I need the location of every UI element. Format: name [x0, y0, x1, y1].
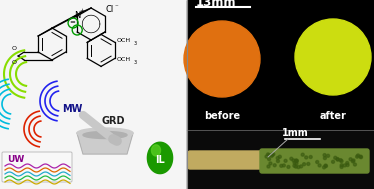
Circle shape [184, 21, 260, 97]
Circle shape [353, 163, 356, 166]
Circle shape [267, 153, 270, 156]
Circle shape [340, 165, 343, 168]
Circle shape [295, 162, 298, 165]
Circle shape [295, 19, 371, 95]
Circle shape [336, 158, 339, 161]
Circle shape [280, 164, 283, 167]
Bar [187, 130, 374, 189]
Circle shape [272, 153, 275, 156]
Circle shape [340, 160, 343, 163]
Circle shape [324, 157, 327, 160]
Circle shape [271, 153, 274, 156]
Circle shape [295, 159, 298, 162]
Circle shape [356, 155, 359, 158]
Ellipse shape [83, 132, 127, 139]
Circle shape [284, 159, 287, 162]
Circle shape [295, 159, 298, 162]
Text: O: O [12, 46, 17, 51]
Circle shape [273, 164, 276, 167]
Circle shape [267, 158, 270, 161]
Text: 3: 3 [134, 60, 137, 65]
Circle shape [303, 163, 306, 166]
Text: MW: MW [62, 104, 82, 114]
Circle shape [294, 165, 297, 168]
Text: +: + [79, 9, 85, 13]
Circle shape [332, 160, 335, 163]
Text: 1mm: 1mm [282, 128, 309, 138]
Circle shape [276, 156, 279, 160]
Circle shape [300, 165, 303, 168]
Circle shape [325, 165, 328, 167]
Text: N: N [74, 11, 80, 19]
Text: OCH: OCH [117, 38, 131, 43]
Circle shape [346, 162, 349, 164]
Circle shape [316, 160, 319, 163]
Circle shape [293, 164, 296, 167]
Circle shape [309, 156, 312, 159]
Text: ⁻: ⁻ [114, 4, 118, 10]
Polygon shape [151, 145, 160, 156]
Circle shape [318, 164, 321, 167]
Circle shape [293, 161, 296, 164]
Circle shape [343, 164, 346, 167]
Text: UW: UW [7, 154, 25, 163]
Circle shape [294, 159, 297, 162]
FancyBboxPatch shape [188, 151, 264, 169]
Circle shape [301, 153, 304, 156]
Circle shape [324, 164, 327, 167]
Text: 13mm: 13mm [196, 0, 236, 9]
Circle shape [292, 159, 295, 162]
Bar [187, 0, 374, 130]
Text: before: before [204, 111, 240, 121]
Circle shape [336, 158, 339, 161]
Text: 3: 3 [134, 41, 137, 46]
Circle shape [322, 166, 325, 169]
Text: OCH: OCH [117, 57, 131, 62]
Circle shape [327, 154, 329, 157]
Circle shape [339, 159, 342, 162]
FancyBboxPatch shape [260, 149, 369, 173]
Polygon shape [77, 133, 133, 154]
Circle shape [287, 165, 290, 168]
Text: O: O [12, 60, 17, 66]
Circle shape [307, 162, 310, 165]
Circle shape [334, 156, 337, 159]
Circle shape [340, 164, 343, 167]
Circle shape [359, 156, 362, 159]
Circle shape [346, 163, 349, 167]
Text: IL: IL [155, 155, 165, 165]
Circle shape [297, 166, 300, 169]
Circle shape [349, 158, 352, 161]
Circle shape [276, 160, 279, 163]
Bar [0, 0, 187, 189]
Circle shape [352, 159, 355, 162]
Polygon shape [147, 142, 172, 174]
Text: =: = [69, 19, 75, 25]
Circle shape [290, 157, 293, 160]
Circle shape [267, 165, 270, 168]
Circle shape [359, 155, 362, 158]
Circle shape [282, 164, 285, 167]
Circle shape [278, 155, 281, 158]
Circle shape [352, 160, 355, 163]
Ellipse shape [77, 128, 133, 138]
Circle shape [305, 156, 308, 159]
Circle shape [356, 154, 359, 157]
Circle shape [265, 155, 268, 158]
Circle shape [270, 154, 273, 157]
Circle shape [323, 154, 326, 157]
Text: after: after [319, 111, 346, 121]
Circle shape [269, 162, 272, 165]
Text: Cl: Cl [105, 5, 113, 15]
Text: GRD: GRD [101, 116, 125, 126]
Circle shape [268, 154, 271, 157]
FancyBboxPatch shape [2, 152, 72, 182]
